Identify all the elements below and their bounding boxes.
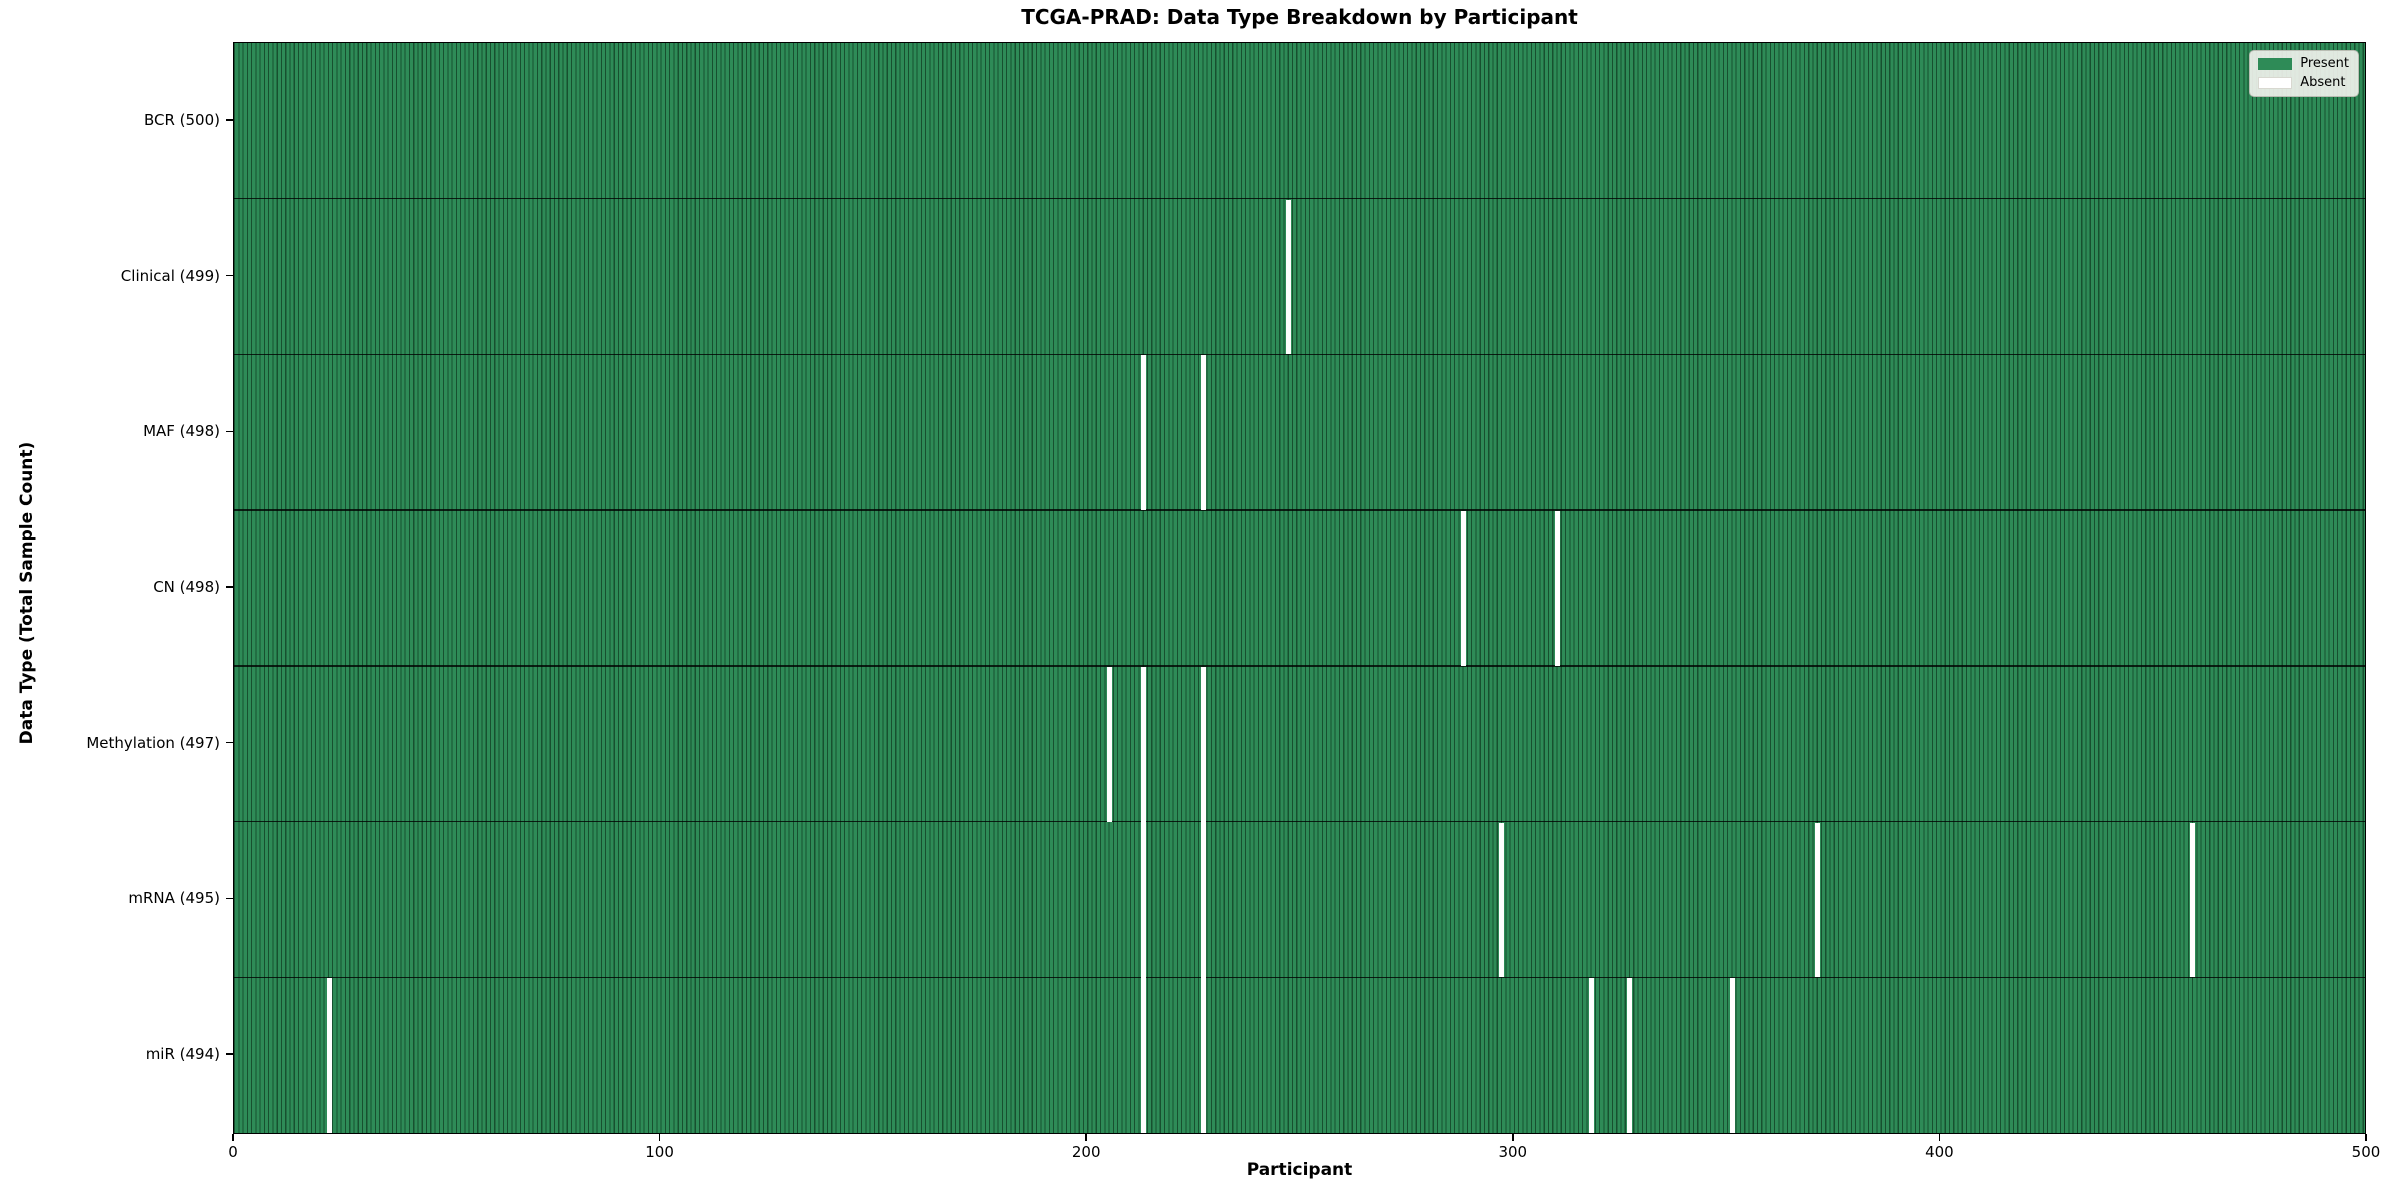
legend: Present Absent bbox=[2249, 50, 2359, 97]
absent-gap-CN-288 bbox=[1461, 511, 1467, 666]
y-tick bbox=[226, 119, 233, 121]
present-swatch-icon bbox=[2258, 57, 2293, 70]
absent-gap-Methylation-227 bbox=[1201, 666, 1207, 822]
absent-gap-MAF-213 bbox=[1141, 355, 1147, 511]
legend-label-present: Present bbox=[2300, 56, 2349, 71]
y-tick bbox=[226, 274, 233, 277]
row-separator bbox=[234, 509, 2365, 511]
absent-gap-miR-22 bbox=[327, 978, 333, 1133]
y-tick-label-MAF: MAF (498) bbox=[143, 422, 220, 441]
legend-entry-present: Present bbox=[2258, 56, 2349, 71]
y-tick-label-miR: miR (494) bbox=[145, 1045, 220, 1064]
x-tick-label-300: 300 bbox=[1498, 1143, 1528, 1161]
absent-gap-miR-318 bbox=[1588, 978, 1594, 1133]
absent-gap-mRNA-227 bbox=[1201, 820, 1207, 978]
y-tick bbox=[226, 897, 233, 900]
y-tick-label-Clinical: Clinical (499) bbox=[120, 266, 220, 285]
absent-gap-miR-351 bbox=[1729, 978, 1735, 1133]
y-tick-label-BCR: BCR (500) bbox=[143, 110, 220, 129]
y-tick bbox=[226, 741, 233, 744]
chart-title: TCGA-PRAD: Data Type Breakdown by Partic… bbox=[1021, 5, 1578, 29]
x-tick bbox=[658, 1134, 661, 1141]
absent-gap-Clinical-247 bbox=[1286, 199, 1292, 355]
absent-gap-mRNA-213 bbox=[1141, 820, 1147, 978]
x-tick-label-0: 0 bbox=[228, 1143, 238, 1161]
absent-gap-Methylation-205 bbox=[1107, 666, 1113, 822]
plot-area: Present Absent bbox=[233, 42, 2366, 1134]
y-tick bbox=[226, 1053, 233, 1055]
row-separator bbox=[234, 820, 2365, 823]
y-tick bbox=[226, 586, 233, 588]
x-tick-label-400: 400 bbox=[1925, 1143, 1954, 1161]
legend-entry-absent: Absent bbox=[2258, 75, 2349, 90]
y-tick-label-mRNA: mRNA (495) bbox=[128, 889, 220, 908]
x-tick bbox=[1512, 1134, 1514, 1141]
absent-gap-CN-310 bbox=[1554, 511, 1560, 666]
row-separator bbox=[234, 976, 2365, 978]
absent-gap-miR-213 bbox=[1141, 975, 1147, 1133]
x-tick-label-200: 200 bbox=[1071, 1143, 1101, 1161]
x-tick bbox=[232, 1134, 234, 1141]
absent-gap-miR-327 bbox=[1627, 978, 1633, 1133]
absent-gap-MAF-227 bbox=[1201, 355, 1207, 511]
x-tick-label-100: 100 bbox=[645, 1143, 674, 1161]
row-separator bbox=[234, 198, 2365, 200]
y-tick-label-Methylation: Methylation (497) bbox=[86, 733, 220, 752]
absent-gap-miR-227 bbox=[1201, 975, 1207, 1133]
y-tick bbox=[226, 430, 233, 433]
x-axis-title: Participant bbox=[1246, 1160, 1353, 1180]
x-tick-label-500: 500 bbox=[2351, 1143, 2381, 1161]
absent-gap-mRNA-297 bbox=[1499, 822, 1505, 978]
absent-gap-mRNA-371 bbox=[1814, 822, 1820, 978]
y-tick-label-CN: CN (498) bbox=[153, 578, 220, 596]
absent-gap-Methylation-213 bbox=[1141, 666, 1147, 822]
x-tick bbox=[1938, 1134, 1941, 1141]
row-separator bbox=[234, 353, 2365, 356]
x-tick bbox=[2365, 1134, 2367, 1141]
absent-gap-mRNA-459 bbox=[2189, 822, 2195, 978]
x-tick bbox=[1085, 1134, 1087, 1141]
absent-swatch-icon bbox=[2258, 76, 2293, 89]
row-separator bbox=[234, 665, 2365, 667]
legend-label-absent: Absent bbox=[2300, 75, 2346, 90]
